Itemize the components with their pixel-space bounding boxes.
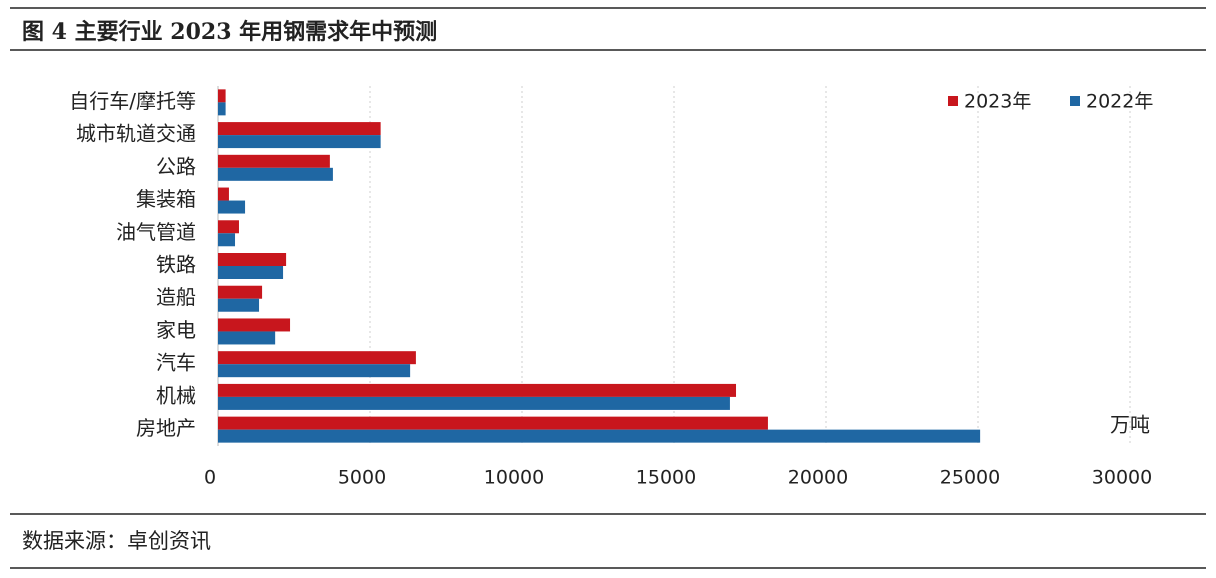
bar	[218, 102, 226, 116]
y-tick-label: 家电	[156, 318, 196, 342]
bar	[218, 135, 381, 149]
y-tick-label: 自行车/摩托等	[69, 89, 196, 113]
y-tick-label: 汽车	[156, 351, 196, 375]
bar	[218, 220, 239, 234]
bar	[218, 200, 246, 214]
bar	[218, 383, 737, 397]
bar	[218, 331, 276, 345]
x-tick-label: 5000	[338, 467, 386, 489]
source: 数据来源：卓创资讯	[22, 529, 211, 553]
legend-label: 2023年	[964, 91, 1031, 113]
bar	[218, 298, 260, 312]
y-tick-label: 城市轨道交通	[76, 122, 196, 146]
bar	[218, 285, 263, 299]
bar	[218, 187, 229, 201]
y-tick-label: 油气管道	[116, 220, 196, 244]
x-tick-label: 30000	[1092, 467, 1152, 489]
bar	[218, 416, 768, 430]
y-tick-label: 铁路	[156, 253, 196, 277]
x-tick-label: 25000	[940, 467, 1000, 489]
bar	[218, 233, 236, 247]
y-tick-label: 集装箱	[136, 187, 196, 211]
x-tick-label: 20000	[788, 467, 848, 489]
bar	[218, 89, 226, 103]
bar	[218, 351, 416, 365]
chart-title: 图 4 主要行业 2023 年用钢需求年中预测	[22, 19, 437, 45]
y-tick-label: 机械	[156, 383, 196, 407]
x-tick-label: 10000	[484, 467, 544, 489]
y-tick-label: 造船	[156, 285, 196, 309]
legend-swatch	[948, 96, 958, 106]
legend-swatch	[1070, 96, 1080, 106]
y-tick-label: 公路	[156, 154, 196, 178]
bar	[218, 318, 291, 332]
bar	[218, 154, 330, 168]
bar	[218, 266, 284, 279]
bar	[218, 396, 730, 410]
bar	[218, 429, 981, 443]
bar	[218, 122, 381, 136]
bar	[218, 167, 333, 181]
y-tick-label: 房地产	[136, 416, 196, 440]
bar	[218, 364, 411, 378]
bar	[218, 253, 287, 266]
x-tick-label: 15000	[636, 467, 696, 489]
legend-label: 2022年	[1086, 91, 1153, 113]
x-tick-label: 0	[204, 467, 216, 489]
